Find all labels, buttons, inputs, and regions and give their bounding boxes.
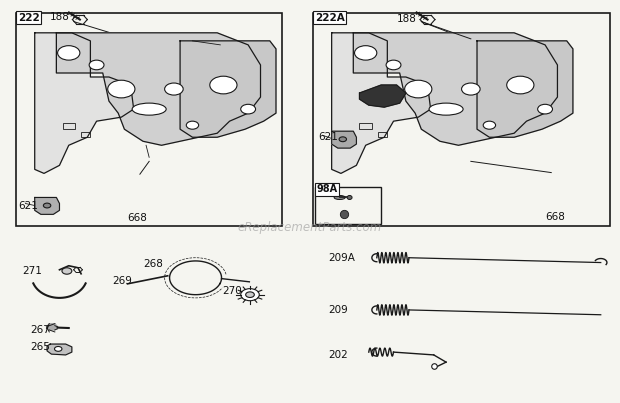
Circle shape [246,292,254,297]
Circle shape [165,83,183,95]
Bar [360,123,372,129]
Circle shape [339,137,347,142]
Polygon shape [360,85,406,107]
Text: 621: 621 [18,202,38,211]
Circle shape [507,76,534,94]
Circle shape [210,76,237,94]
Text: 267: 267 [30,325,50,335]
Text: 269: 269 [112,276,132,286]
Text: 209A: 209A [329,253,355,263]
Text: 188: 188 [397,14,417,24]
Text: 209: 209 [329,305,348,315]
Polygon shape [35,197,60,214]
Circle shape [483,121,495,129]
Polygon shape [46,324,58,330]
Ellipse shape [132,103,166,115]
Text: 265: 265 [30,342,50,352]
Circle shape [405,80,432,98]
Text: eReplacementParts.com: eReplacementParts.com [238,221,382,234]
Polygon shape [477,41,573,137]
Polygon shape [332,131,356,148]
Ellipse shape [347,195,352,199]
Circle shape [55,347,62,351]
Circle shape [186,121,198,129]
Circle shape [386,60,401,70]
Text: 270: 270 [222,286,242,296]
Circle shape [43,203,51,208]
Bar [378,133,388,137]
Text: 271: 271 [22,266,42,276]
Circle shape [62,268,72,274]
Polygon shape [56,33,260,145]
Text: 98A: 98A [316,185,337,195]
Circle shape [108,80,135,98]
Bar [81,133,91,137]
Text: 202: 202 [329,350,348,360]
Polygon shape [332,33,431,173]
Polygon shape [180,41,276,137]
Polygon shape [35,33,134,173]
Text: 222A: 222A [315,12,345,23]
Bar [313,13,610,226]
Circle shape [58,46,80,60]
Bar [63,123,75,129]
Text: 222: 222 [18,12,40,23]
Ellipse shape [429,103,463,115]
Text: 621: 621 [319,132,339,142]
Text: 668: 668 [128,213,148,223]
Polygon shape [47,344,72,355]
Circle shape [355,46,377,60]
Text: 668: 668 [545,212,565,222]
Circle shape [538,104,552,114]
Circle shape [461,83,480,95]
Circle shape [241,104,255,114]
Bar [315,187,381,224]
Text: 268: 268 [143,259,163,269]
Bar [16,13,282,226]
Ellipse shape [334,195,345,199]
Polygon shape [353,33,557,145]
Text: 188: 188 [50,12,70,22]
Circle shape [241,289,259,301]
Circle shape [89,60,104,70]
